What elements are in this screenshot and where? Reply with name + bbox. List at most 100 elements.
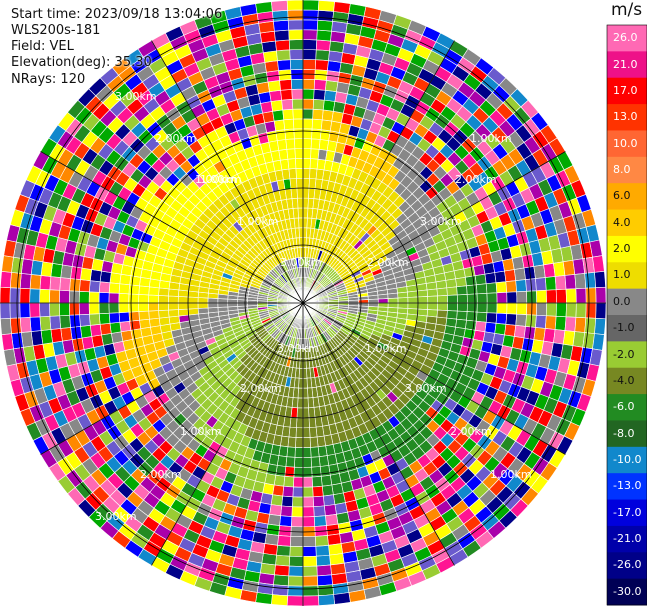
gate: [89, 280, 101, 293]
gate: [168, 315, 181, 325]
range-label: 1.00km: [237, 215, 279, 228]
gate: [128, 302, 140, 313]
gate: [138, 285, 150, 296]
gate: [333, 592, 351, 605]
gate: [309, 426, 318, 438]
gate: [456, 302, 468, 312]
gate: [299, 237, 304, 248]
colorbar-tick-label: 4.0: [613, 215, 631, 229]
gate: [310, 456, 321, 468]
gate: [545, 289, 557, 304]
colorbar-tick-label: -2.0: [613, 347, 635, 361]
gate: [296, 177, 304, 189]
gate: [276, 544, 291, 557]
gate: [318, 455, 330, 467]
gate: [387, 292, 399, 299]
gate: [328, 543, 343, 556]
gate: [318, 594, 336, 606]
gate: [321, 109, 334, 122]
gate: [387, 302, 399, 309]
gate: [291, 88, 304, 100]
gate: [302, 427, 311, 439]
range-label: 2.00km: [450, 425, 492, 438]
gate: [313, 505, 326, 517]
gate: [592, 333, 605, 351]
gate: [1, 255, 14, 273]
gate: [397, 291, 409, 299]
gate: [269, 89, 283, 102]
gate: [19, 287, 31, 304]
gate: [306, 377, 313, 389]
gate: [207, 307, 219, 314]
gate: [333, 1, 351, 14]
range-label: 2.00km: [140, 468, 182, 481]
gate: [476, 293, 488, 304]
gate: [298, 227, 304, 239]
gate: [108, 302, 120, 314]
gate: [533, 264, 546, 279]
gate: [302, 585, 319, 597]
gate: [0, 318, 12, 336]
colorbar-tick-label: -13.0: [613, 479, 642, 493]
range-label: 3.00km: [115, 90, 157, 103]
gate: [466, 311, 478, 322]
gate: [98, 281, 111, 294]
gate: [302, 555, 318, 567]
gate: [312, 485, 324, 498]
gate: [446, 286, 458, 296]
gate: [302, 575, 319, 587]
gate: [327, 60, 342, 73]
range-label: 3.00km: [405, 382, 447, 395]
gate: [289, 59, 304, 70]
gate: [295, 167, 304, 179]
gate: [288, 555, 304, 567]
gate: [292, 207, 299, 219]
gate: [377, 298, 389, 304]
gate: [88, 291, 100, 304]
range-label: 2.00km: [240, 382, 282, 395]
gate: [290, 187, 298, 199]
instrument-label: WLS200s-181: [11, 23, 101, 38]
gate: [284, 466, 295, 478]
gate: [322, 99, 336, 112]
range-label: 1.00km: [490, 468, 532, 481]
gate: [98, 312, 111, 325]
gate: [9, 272, 22, 289]
gate: [427, 295, 439, 304]
range-label: 3.00km: [420, 215, 462, 228]
gate: [302, 118, 313, 130]
gate: [78, 290, 90, 304]
gate: [187, 308, 199, 316]
gate: [39, 288, 51, 304]
gate: [445, 278, 457, 289]
gate: [272, 9, 289, 22]
gate: [320, 474, 333, 487]
gate: [29, 274, 42, 290]
gate: [139, 318, 151, 330]
gate: [283, 476, 295, 488]
gate: [316, 19, 333, 32]
gate: [515, 279, 527, 293]
gate: [302, 545, 317, 557]
gate: [302, 486, 314, 498]
gate: [302, 536, 317, 547]
gate: [348, 299, 359, 304]
gate: [544, 276, 557, 291]
gate: [158, 316, 171, 326]
gate: [293, 118, 304, 130]
gate: [476, 283, 488, 295]
gate: [89, 313, 101, 326]
gate: [536, 302, 547, 317]
gate: [407, 296, 419, 304]
gate: [138, 302, 150, 312]
gate: [277, 59, 292, 71]
gate: [89, 323, 102, 337]
gate: [466, 302, 478, 313]
gate: [158, 309, 170, 319]
gate: [9, 317, 22, 334]
gate: [60, 327, 73, 342]
gate: [317, 445, 328, 457]
gate: [247, 302, 258, 307]
gate: [555, 302, 567, 318]
